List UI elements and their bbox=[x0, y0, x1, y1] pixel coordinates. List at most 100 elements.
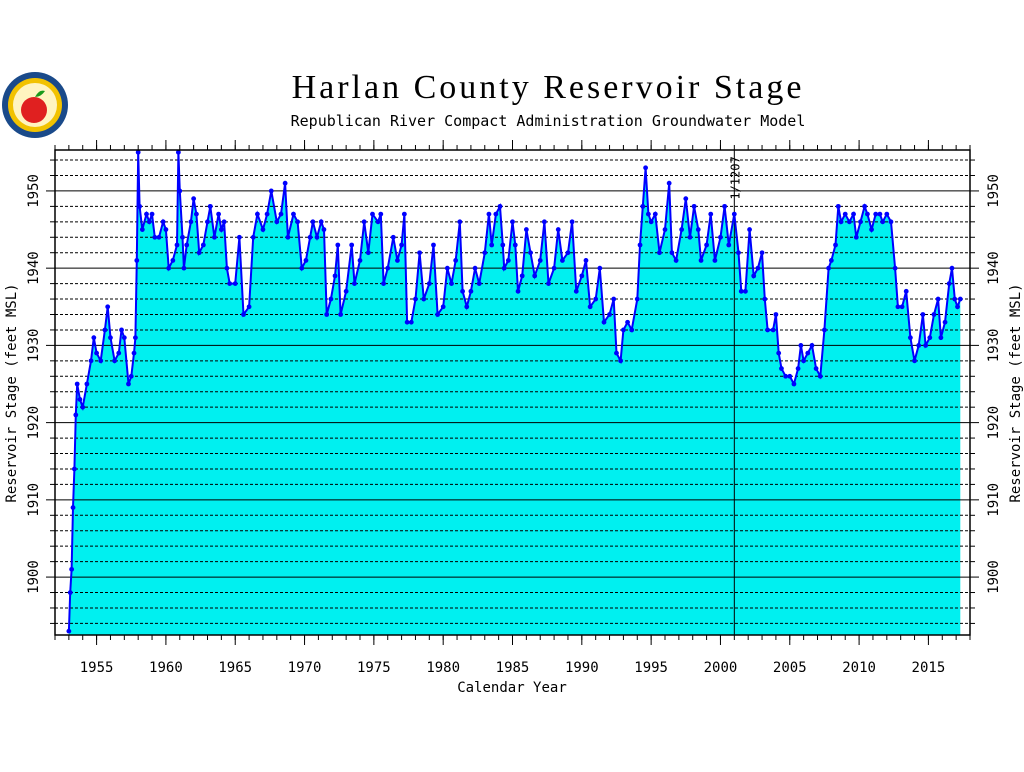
x-axis-label: Calendar Year bbox=[457, 680, 567, 696]
data-point bbox=[555, 227, 561, 232]
x-tick-label: 1955 bbox=[80, 660, 114, 676]
data-point bbox=[128, 373, 134, 379]
data-point bbox=[695, 227, 701, 232]
data-point bbox=[828, 258, 834, 263]
data-point bbox=[892, 265, 898, 271]
data-point bbox=[798, 342, 804, 348]
data-point bbox=[669, 250, 675, 256]
data-point bbox=[938, 335, 944, 341]
data-point bbox=[783, 373, 789, 379]
data-point bbox=[698, 258, 704, 263]
data-point bbox=[515, 288, 521, 294]
data-point bbox=[501, 265, 507, 271]
data-point bbox=[303, 258, 309, 263]
data-point bbox=[307, 234, 313, 240]
data-point bbox=[833, 242, 838, 248]
data-point bbox=[274, 219, 280, 225]
data-point bbox=[74, 381, 80, 387]
data-point bbox=[378, 211, 384, 217]
data-point bbox=[440, 304, 446, 310]
y2-tick-label: 1950 bbox=[986, 174, 1002, 208]
data-point bbox=[587, 304, 593, 310]
data-point bbox=[601, 319, 607, 325]
data-point bbox=[135, 149, 141, 155]
x-tick-label: 2005 bbox=[773, 660, 807, 676]
logo bbox=[2, 72, 68, 138]
data-point bbox=[278, 211, 284, 217]
data-point bbox=[826, 265, 831, 271]
data-point bbox=[268, 188, 274, 194]
x-tick-label: 2000 bbox=[704, 660, 738, 676]
data-point bbox=[431, 242, 436, 248]
data-point bbox=[666, 180, 672, 186]
data-point bbox=[236, 234, 242, 240]
data-point bbox=[657, 250, 662, 256]
data-point bbox=[421, 296, 427, 302]
data-point bbox=[916, 342, 922, 348]
data-point bbox=[426, 281, 432, 287]
data-point bbox=[611, 296, 617, 302]
data-point bbox=[264, 211, 270, 217]
x-tick-label: 1990 bbox=[565, 660, 599, 676]
data-point bbox=[314, 234, 320, 240]
data-point bbox=[94, 350, 99, 356]
data-point bbox=[216, 211, 221, 217]
data-point bbox=[629, 327, 635, 333]
data-point bbox=[472, 265, 478, 271]
x-tick-label: 2010 bbox=[842, 660, 876, 676]
data-point bbox=[691, 203, 697, 209]
data-point bbox=[464, 304, 470, 310]
data-point bbox=[144, 211, 149, 217]
data-point bbox=[399, 242, 404, 248]
y-tick-label: 1900 bbox=[26, 560, 42, 594]
data-point bbox=[205, 219, 210, 225]
data-point bbox=[449, 281, 454, 287]
data-point bbox=[246, 304, 252, 310]
data-point bbox=[877, 211, 883, 217]
data-point bbox=[923, 342, 929, 348]
x-tick-label: 1980 bbox=[426, 660, 460, 676]
data-point bbox=[381, 281, 386, 287]
x-tick-label: 1970 bbox=[288, 660, 322, 676]
data-point bbox=[738, 288, 744, 294]
data-point bbox=[949, 265, 955, 271]
data-point bbox=[352, 281, 357, 287]
data-point bbox=[260, 227, 266, 232]
data-point bbox=[846, 219, 852, 225]
data-point bbox=[468, 288, 474, 294]
data-point bbox=[180, 234, 185, 240]
data-point bbox=[343, 288, 349, 294]
data-point bbox=[597, 265, 603, 271]
data-point bbox=[573, 288, 579, 294]
data-point bbox=[156, 234, 162, 240]
data-point bbox=[184, 242, 190, 248]
data-point bbox=[952, 296, 958, 302]
data-point bbox=[614, 350, 619, 356]
data-point bbox=[817, 373, 823, 379]
data-point bbox=[838, 219, 844, 225]
area bbox=[68, 152, 961, 636]
data-point bbox=[493, 211, 499, 217]
data-point bbox=[759, 250, 765, 256]
x-tick-label: 1995 bbox=[634, 660, 668, 676]
annotation-text: 1/1207 bbox=[728, 156, 742, 199]
data-point bbox=[417, 250, 423, 256]
data-point bbox=[884, 211, 890, 217]
data-point bbox=[255, 211, 260, 217]
data-point bbox=[569, 219, 575, 225]
data-point bbox=[332, 273, 338, 279]
data-point bbox=[105, 304, 111, 310]
data-point bbox=[687, 234, 693, 240]
data-point bbox=[227, 281, 233, 287]
data-point bbox=[486, 211, 492, 217]
data-point bbox=[435, 312, 441, 317]
data-point bbox=[69, 566, 75, 572]
data-point bbox=[565, 250, 571, 256]
data-point bbox=[112, 358, 118, 364]
data-point bbox=[102, 327, 108, 333]
data-point bbox=[370, 211, 375, 217]
data-point bbox=[285, 234, 291, 240]
data-point bbox=[770, 327, 776, 333]
data-point bbox=[637, 242, 643, 248]
data-point bbox=[618, 358, 624, 364]
